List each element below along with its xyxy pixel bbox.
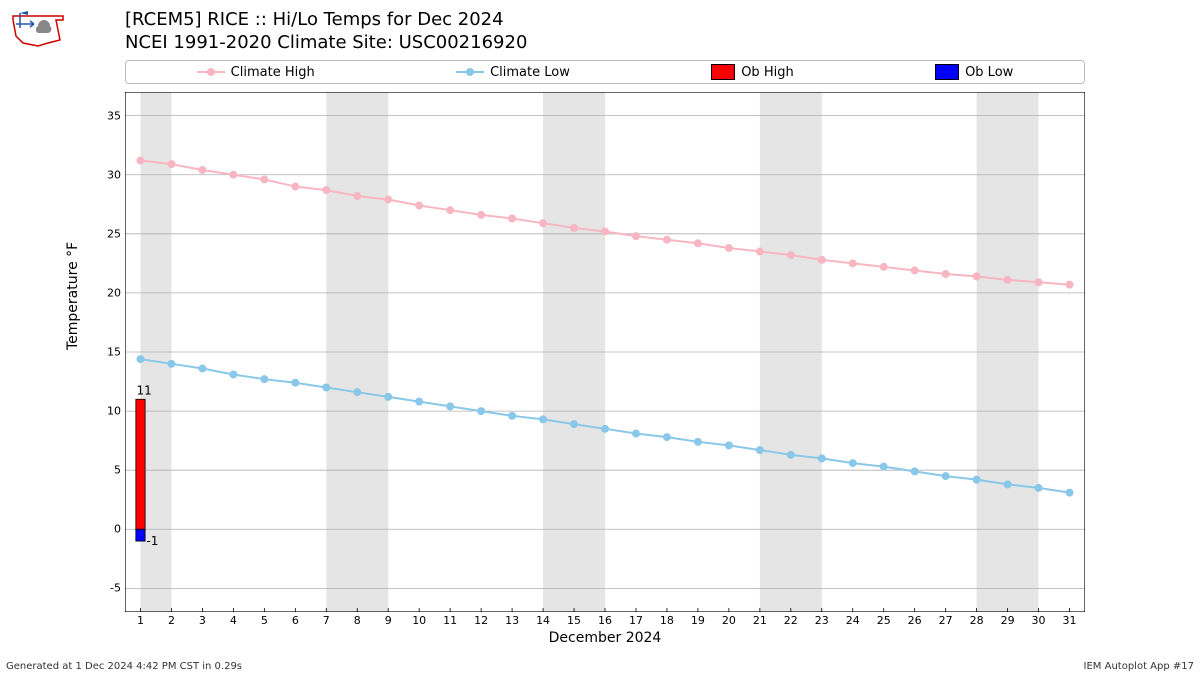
x-tick: 14	[536, 614, 550, 627]
x-tick: 16	[598, 614, 612, 627]
x-tick: 6	[292, 614, 299, 627]
legend-label-ob-high: Ob High	[741, 65, 794, 80]
y-axis-label: Temperature °F	[65, 242, 81, 350]
legend-ob-low: Ob Low	[935, 64, 1013, 80]
y-tick: 25	[107, 227, 121, 240]
svg-text:11: 11	[136, 383, 151, 397]
y-tick: 10	[107, 405, 121, 418]
legend-label-climate-high: Climate High	[231, 65, 315, 80]
legend-swatch-ob-high	[711, 64, 735, 80]
legend-swatch-ob-low	[935, 64, 959, 80]
y-tick-labels: -5 0 5 10 15 20 25 30 35	[85, 92, 121, 612]
y-tick: 5	[114, 464, 121, 477]
x-tick: 8	[354, 614, 361, 627]
legend-label-climate-low: Climate Low	[490, 65, 570, 80]
x-tick: 20	[722, 614, 736, 627]
x-tick: 5	[261, 614, 268, 627]
x-tick: 19	[691, 614, 705, 627]
legend: Climate High Climate Low Ob High Ob Low	[125, 60, 1085, 84]
y-tick: 30	[107, 168, 121, 181]
chart-svg: 11 -1	[125, 92, 1085, 612]
x-tick: 7	[323, 614, 330, 627]
x-tick: 3	[199, 614, 206, 627]
title-line-2: NCEI 1991-2020 Climate Site: USC00216920	[125, 31, 527, 54]
x-tick-labels: 1234567891011121314151617181920212223242…	[125, 614, 1085, 628]
title-line-1: [RCEM5] RICE :: Hi/Lo Temps for Dec 2024	[125, 8, 527, 31]
iem-logo	[8, 8, 68, 52]
x-tick: 17	[629, 614, 643, 627]
x-tick: 28	[970, 614, 984, 627]
legend-climate-high: Climate High	[197, 65, 315, 80]
x-tick: 24	[846, 614, 860, 627]
plot-area: 11 -1	[125, 92, 1085, 612]
x-tick: 13	[505, 614, 519, 627]
y-tick: 15	[107, 346, 121, 359]
x-tick: 2	[168, 614, 175, 627]
y-tick: 20	[107, 286, 121, 299]
x-tick: 29	[1001, 614, 1015, 627]
x-tick: 12	[474, 614, 488, 627]
legend-marker-climate-low	[456, 71, 484, 73]
y-tick: 0	[114, 523, 121, 536]
x-tick: 10	[412, 614, 426, 627]
x-tick: 30	[1032, 614, 1046, 627]
legend-ob-high: Ob High	[711, 64, 794, 80]
chart-title: [RCEM5] RICE :: Hi/Lo Temps for Dec 2024…	[125, 8, 527, 55]
x-tick: 11	[443, 614, 457, 627]
x-tick: 21	[753, 614, 767, 627]
x-tick: 26	[908, 614, 922, 627]
y-tick: -5	[110, 582, 121, 595]
x-tick: 18	[660, 614, 674, 627]
legend-climate-low: Climate Low	[456, 65, 570, 80]
x-tick: 15	[567, 614, 581, 627]
legend-marker-climate-high	[197, 71, 225, 73]
footer-app: IEM Autoplot App #17	[1084, 661, 1194, 672]
legend-label-ob-low: Ob Low	[965, 65, 1013, 80]
x-tick: 23	[815, 614, 829, 627]
svg-text:-1: -1	[146, 534, 158, 548]
x-tick: 31	[1063, 614, 1077, 627]
x-tick: 27	[939, 614, 953, 627]
x-tick: 1	[137, 614, 144, 627]
footer-generated: Generated at 1 Dec 2024 4:42 PM CST in 0…	[6, 661, 242, 672]
y-tick: 35	[107, 109, 121, 122]
x-tick: 22	[784, 614, 798, 627]
x-tick: 25	[877, 614, 891, 627]
x-axis-label: December 2024	[125, 630, 1085, 646]
x-tick: 9	[385, 614, 392, 627]
x-tick: 4	[230, 614, 237, 627]
